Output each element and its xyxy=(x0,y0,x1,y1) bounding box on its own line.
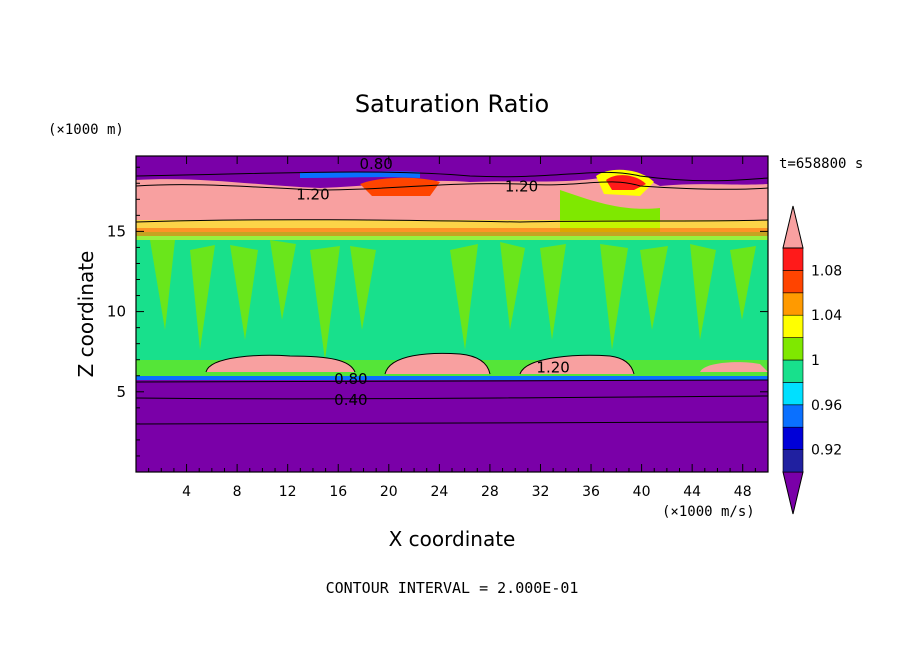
colorbar-swatch xyxy=(782,270,804,294)
x-tick-label: 8 xyxy=(233,484,242,500)
contour-field xyxy=(136,156,768,472)
x-tick-label: 20 xyxy=(380,484,398,500)
contour-lines xyxy=(136,171,768,425)
x-axis-ticks: 4 8 12 16 20 24 28 32 36 40 44 48 xyxy=(148,156,756,500)
x-tick-label: 36 xyxy=(582,484,600,500)
x-tick-label: 48 xyxy=(734,484,752,500)
colorbar-swatch xyxy=(782,404,804,428)
y-tick-label: 15 xyxy=(107,222,126,240)
y-tick-label: 5 xyxy=(116,383,126,401)
colorbar-tick-label: 0.92 xyxy=(811,443,842,459)
colorbar-swatch xyxy=(782,247,804,271)
chart-title: Saturation Ratio xyxy=(355,90,549,118)
colorbar-swatch xyxy=(782,337,804,361)
colorbar-tick-label: 1.08 xyxy=(811,263,842,279)
contour-labels: 0.80 1.20 1.20 0.80 0.40 1.20 xyxy=(296,155,570,409)
y-tick-label: 10 xyxy=(107,303,126,321)
colorbar-under-triangle xyxy=(782,471,804,515)
contour-label: 0.80 xyxy=(359,155,392,173)
contour-label: 0.40 xyxy=(334,391,367,409)
field-top-blue-edge xyxy=(300,171,420,178)
y-unit-label: (×1000 m) xyxy=(48,122,124,138)
field-lower-lens-c xyxy=(520,355,634,374)
x-tick-label: 16 xyxy=(329,484,347,500)
field-upper-edge xyxy=(136,220,768,240)
field-dry-edge xyxy=(136,376,768,380)
field-upper-edge-red xyxy=(136,228,768,236)
x-tick-label: 24 xyxy=(430,484,448,500)
y-axis-label: Z coordinate xyxy=(74,251,98,378)
colorbar-tick-label: 1 xyxy=(811,353,820,369)
colorbar-swatch xyxy=(782,426,804,450)
colorbar-over-triangle xyxy=(782,205,804,249)
contour-label: 0.80 xyxy=(334,370,367,388)
colorbar-swatch xyxy=(782,449,804,473)
x-tick-label: 40 xyxy=(633,484,651,500)
field-top-dry xyxy=(136,156,768,181)
x-tick-label: 28 xyxy=(481,484,499,500)
contour-interval-note: CONTOUR INTERVAL = 2.000E-01 xyxy=(326,579,579,597)
x-unit-label: (×1000 m/s) xyxy=(662,504,755,520)
field-lower-lens-d xyxy=(700,362,768,372)
x-tick-label: 12 xyxy=(279,484,297,500)
colorbar-swatch xyxy=(782,292,804,316)
y-axis-ticks: 5 10 15 xyxy=(107,166,768,457)
colorbar-swatch xyxy=(782,382,804,406)
field-lower-lens-b xyxy=(385,353,490,374)
contour-label: 1.20 xyxy=(536,359,569,377)
field-mid-texture xyxy=(150,240,756,360)
x-tick-label: 44 xyxy=(683,484,701,500)
contour-label: 1.20 xyxy=(505,177,538,195)
contour-label: 1.20 xyxy=(296,185,329,203)
field-lower-dry xyxy=(136,380,768,472)
x-axis-label: X coordinate xyxy=(389,527,516,551)
colorbar-tick-label: 1.04 xyxy=(811,308,842,324)
colorbar-swatch xyxy=(782,314,804,338)
x-tick-label: 4 xyxy=(182,484,191,500)
x-tick-label: 32 xyxy=(532,484,550,500)
time-label: t=658800 s xyxy=(779,156,863,172)
field-lower-lens-a xyxy=(206,355,355,372)
colorbar-tick-label: 0.96 xyxy=(811,398,842,414)
colorbar-swatch xyxy=(782,359,804,383)
colorbar: 0.92 0.96 1 1.04 1.08 xyxy=(782,205,842,515)
